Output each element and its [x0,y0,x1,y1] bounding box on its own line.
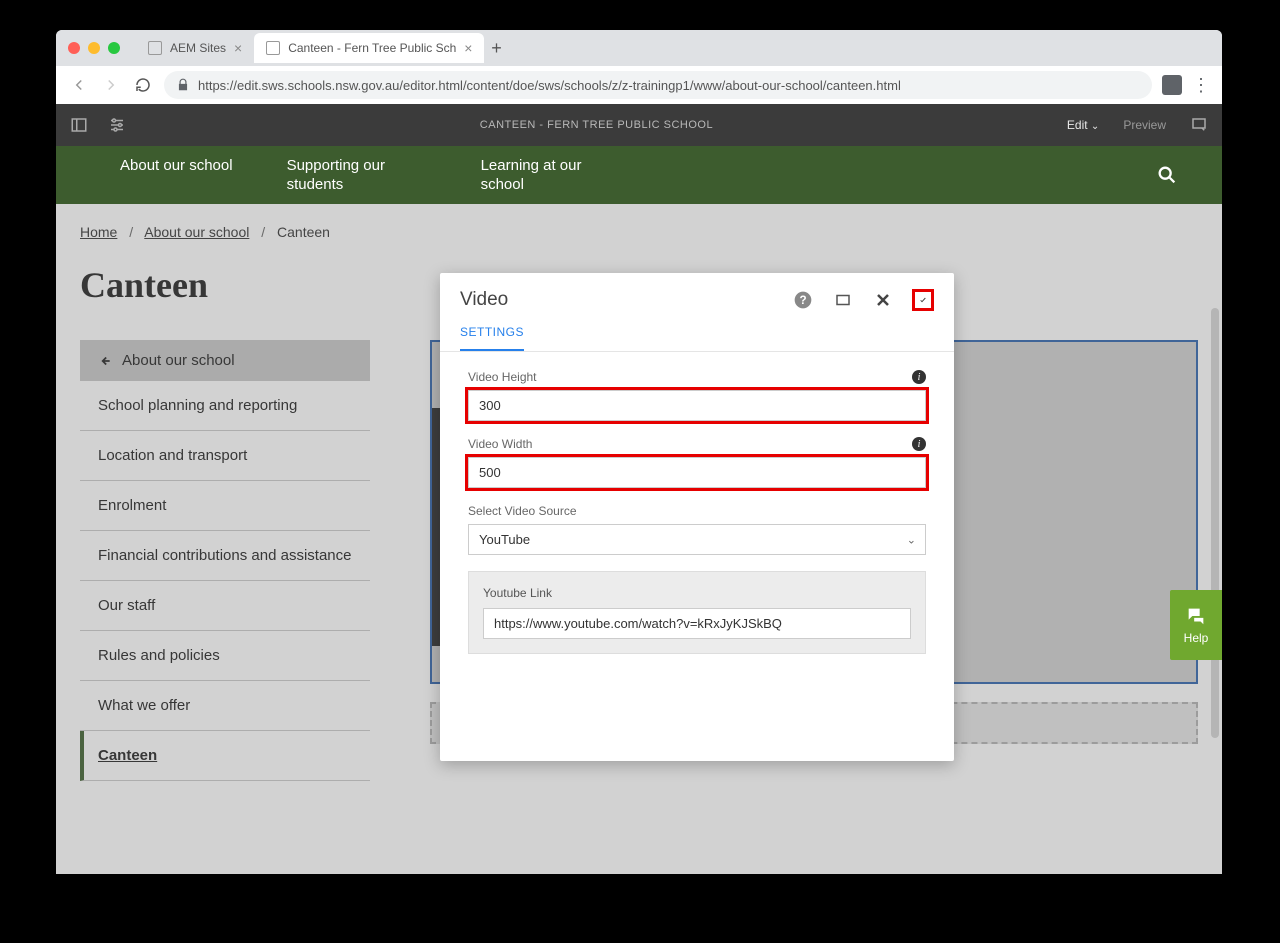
close-dialog-button[interactable] [872,289,894,311]
help-icon[interactable]: ? [792,289,814,311]
side-nav-item[interactable]: What we offer [80,681,370,731]
field-label: Select Video Source [468,504,577,518]
reload-button[interactable] [132,74,154,96]
search-icon[interactable] [1156,164,1178,186]
page-icon [148,41,162,55]
nav-item[interactable]: About our school [120,156,233,195]
site-nav: About our school Supporting our students… [56,146,1222,204]
back-button[interactable] [68,74,90,96]
side-nav-item[interactable]: Enrolment [80,481,370,531]
aem-toolbar: CANTEEN - FERN TREE PUBLIC SCHOOL Edit ⌄… [56,104,1222,146]
annotate-icon[interactable] [1190,116,1208,134]
url-text: https://edit.sws.schools.nsw.gov.au/edit… [198,78,901,93]
youtube-link-input[interactable] [483,608,911,639]
maximize-window-button[interactable] [108,42,120,54]
address-bar-row: https://edit.sws.schools.nsw.gov.au/edit… [56,66,1222,104]
side-nav-item[interactable]: School planning and reporting [80,381,370,431]
nav-item[interactable]: Supporting our students [287,156,427,195]
close-tab-icon[interactable]: × [234,40,242,56]
browser-tab-active[interactable]: Canteen - Fern Tree Public Sch × [254,33,484,63]
fullscreen-icon[interactable] [832,289,854,311]
svg-text:?: ? [799,294,806,307]
edit-mode-dropdown[interactable]: Edit ⌄ [1067,118,1099,132]
tab-label: AEM Sites [170,41,226,55]
browser-tab[interactable]: AEM Sites × [136,33,254,63]
side-nav-item[interactable]: Location and transport [80,431,370,481]
breadcrumb-current: Canteen [277,224,330,240]
extension-icon[interactable] [1162,75,1182,95]
window-titlebar: AEM Sites × Canteen - Fern Tree Public S… [56,30,1222,66]
address-bar[interactable]: https://edit.sws.schools.nsw.gov.au/edit… [164,71,1152,99]
side-nav-item-active[interactable]: Canteen [80,731,370,781]
youtube-link-panel: Youtube Link [468,571,926,654]
side-nav-item[interactable]: Financial contributions and assistance [80,531,370,581]
traffic-lights [68,42,120,54]
side-nav-back[interactable]: About our school [80,340,370,381]
side-nav: About our school School planning and rep… [80,340,370,781]
lock-icon [176,78,190,92]
nav-item[interactable]: Learning at our school [481,156,621,195]
side-nav-item[interactable]: Our staff [80,581,370,631]
close-window-button[interactable] [68,42,80,54]
video-width-input[interactable] [468,457,926,488]
close-tab-icon[interactable]: × [464,40,472,56]
help-tab[interactable]: Help [1170,590,1222,660]
confirm-dialog-button[interactable] [912,289,934,311]
video-source-select[interactable] [468,524,926,555]
chat-icon [1183,605,1209,627]
new-tab-button[interactable]: + [484,36,508,60]
page-icon [266,41,280,55]
forward-button[interactable] [100,74,122,96]
video-height-input[interactable] [468,390,926,421]
field-label: Youtube Link [483,586,552,600]
side-nav-back-label: About our school [122,352,235,369]
info-icon[interactable]: i [912,437,926,451]
preview-button[interactable]: Preview [1123,118,1166,132]
sidepanel-icon[interactable] [70,116,88,134]
settings-icon[interactable] [108,116,126,134]
minimize-window-button[interactable] [88,42,100,54]
scrollbar[interactable] [1211,308,1219,738]
breadcrumb-home[interactable]: Home [80,224,117,240]
browser-tabs: AEM Sites × Canteen - Fern Tree Public S… [136,33,1210,63]
info-icon[interactable]: i [912,370,926,384]
help-label: Help [1184,631,1209,645]
field-label: Video Height [468,370,537,384]
dialog-title: Video [460,289,792,311]
breadcrumb-parent[interactable]: About our school [144,224,249,240]
tab-label: Canteen - Fern Tree Public Sch [288,41,456,55]
chevron-down-icon: ⌄ [1091,121,1099,132]
arrow-left-icon [98,354,112,368]
side-nav-item[interactable]: Rules and policies [80,631,370,681]
video-settings-dialog: Video ? SETTINGS Vi [440,273,954,761]
browser-menu-button[interactable]: ⋮ [1192,75,1210,96]
breadcrumb: Home / About our school / Canteen [80,224,1198,240]
dialog-tab-settings[interactable]: SETTINGS [460,325,524,351]
field-label: Video Width [468,437,532,451]
aem-page-title: CANTEEN - FERN TREE PUBLIC SCHOOL [126,119,1067,131]
